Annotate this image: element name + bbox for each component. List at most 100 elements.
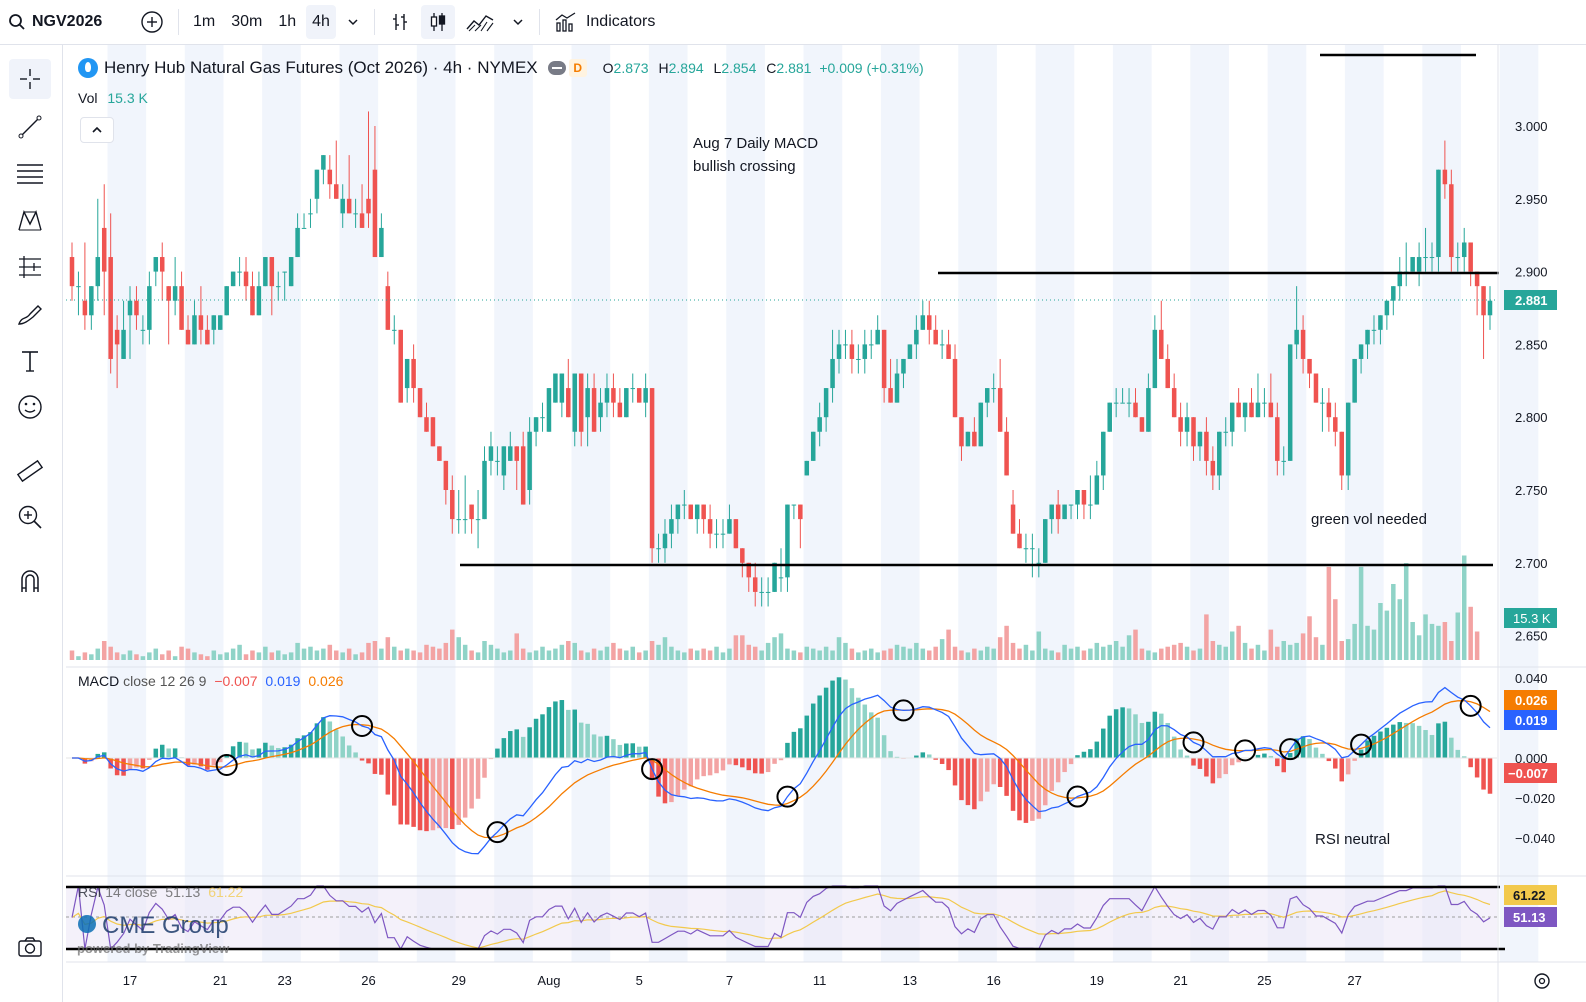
candle-body xyxy=(636,388,642,403)
interval-30m[interactable]: 30m xyxy=(231,13,263,30)
macd-hist-bar xyxy=(1094,741,1100,758)
volume-bar xyxy=(862,650,868,660)
candlesticks xyxy=(69,111,1493,607)
collapse-legend-button[interactable] xyxy=(80,117,114,143)
macd-hist-bar xyxy=(1333,758,1338,769)
candle-body xyxy=(1165,358,1170,389)
interval-1m[interactable]: 1m xyxy=(193,13,216,30)
chart-type-button[interactable] xyxy=(459,5,501,39)
candle-body xyxy=(791,504,797,506)
volume-bar xyxy=(804,646,810,660)
volume-bar xyxy=(965,652,971,660)
volume-bar xyxy=(585,652,590,660)
macd-hist-bar xyxy=(282,747,287,758)
candle-body xyxy=(462,519,468,521)
pattern-tool[interactable] xyxy=(9,201,51,241)
volume-bar xyxy=(1223,646,1228,660)
interval-1h[interactable]: 1h xyxy=(278,13,297,30)
search-icon xyxy=(9,14,25,30)
candle-body xyxy=(1107,402,1112,432)
brush-tool[interactable] xyxy=(9,295,51,335)
fib-tool[interactable] xyxy=(9,153,51,193)
candle-body xyxy=(1171,388,1177,418)
candle-body xyxy=(1223,431,1228,433)
macd-signal-tag xyxy=(1504,690,1557,710)
volume-bar xyxy=(1107,644,1112,660)
volume-bar xyxy=(269,652,275,660)
high-label: H xyxy=(658,60,669,76)
forecast-tool[interactable] xyxy=(9,247,51,287)
macd-hist-bar xyxy=(263,742,268,758)
volume-bar xyxy=(926,650,932,660)
macd-tick-label: −0.040 xyxy=(1515,831,1555,846)
symbol-title[interactable]: Henry Hub Natural Gas Futures (Oct 2026)… xyxy=(104,58,538,77)
candle-body xyxy=(205,329,210,345)
text-tool[interactable] xyxy=(9,341,51,381)
zoom-tool[interactable] xyxy=(9,497,51,537)
candle-body xyxy=(469,504,474,520)
screenshot-button[interactable] xyxy=(9,927,51,967)
candle-body xyxy=(1043,519,1048,563)
candle-body xyxy=(1307,358,1312,374)
volume-bar xyxy=(495,648,500,660)
volume-bar xyxy=(443,642,449,660)
volume-bar xyxy=(127,650,133,660)
emoji-tool[interactable] xyxy=(9,387,51,427)
candle-body xyxy=(585,388,590,418)
volume-bar xyxy=(978,650,984,660)
macd-hist-bar xyxy=(114,758,120,776)
symbol-search[interactable]: NGV2026 xyxy=(2,5,130,39)
candle-body xyxy=(1268,402,1274,418)
interval-4h[interactable]: 4h xyxy=(306,5,336,39)
macd-hist-bar xyxy=(1416,725,1422,758)
candle-body xyxy=(1262,402,1267,404)
candle-body xyxy=(978,402,984,447)
crosshair-tool[interactable] xyxy=(9,59,51,99)
macd-name[interactable]: MACD xyxy=(78,673,120,689)
crossing-circle xyxy=(1234,739,1257,762)
volume-bar xyxy=(288,652,294,660)
macd-hist-bar xyxy=(334,729,339,758)
volume-bar xyxy=(604,646,610,660)
volume-bar xyxy=(1474,631,1480,660)
bars-style-button[interactable] xyxy=(383,5,417,39)
macd-hist-bar xyxy=(1281,758,1287,773)
candle-body xyxy=(868,344,874,346)
macd-hist-bar xyxy=(1178,749,1183,758)
volume-bar xyxy=(740,635,745,660)
trend-line-tool[interactable] xyxy=(9,107,51,147)
macd-hist-bar xyxy=(1030,758,1035,821)
volume-bar xyxy=(1339,641,1345,660)
candle-body xyxy=(1023,548,1029,550)
candle-body xyxy=(836,344,842,359)
macd-hist-bar xyxy=(205,758,210,770)
candle-body xyxy=(346,198,352,214)
macd-hist-bar xyxy=(514,729,519,758)
macd-hist-bar xyxy=(914,755,919,758)
volume-bar xyxy=(404,648,410,660)
volume-bar xyxy=(1262,650,1267,660)
candles-icon xyxy=(430,13,446,31)
volume-bar xyxy=(1429,623,1435,660)
candle-body xyxy=(1468,242,1473,272)
rsi-name[interactable]: RSI xyxy=(78,884,102,900)
measure-tool[interactable] xyxy=(9,451,51,491)
compare-button[interactable] xyxy=(134,5,170,39)
candles-style-button[interactable] xyxy=(420,5,455,39)
settings-icon[interactable] xyxy=(1534,973,1550,989)
macd-hist-bar xyxy=(321,717,326,758)
indicators-button[interactable]: Indicators xyxy=(548,5,661,39)
price-tick-label: 2.700 xyxy=(1515,556,1548,571)
candle-body xyxy=(553,373,558,403)
magnet-tool[interactable] xyxy=(9,561,51,601)
price-axis-labels: 3.000 2.950 2.900 2.850 2.800 2.750 2.700 2.650 xyxy=(1515,119,1548,644)
volume-bar xyxy=(798,652,803,660)
macd-hist-bar xyxy=(1197,758,1203,769)
macd-hist-bar xyxy=(256,748,262,758)
chart-type-dropdown[interactable] xyxy=(505,5,531,39)
volume-bar xyxy=(1391,584,1396,660)
interval-dropdown[interactable] xyxy=(340,5,366,39)
candle-body xyxy=(488,446,494,461)
candle-body xyxy=(1481,286,1486,316)
